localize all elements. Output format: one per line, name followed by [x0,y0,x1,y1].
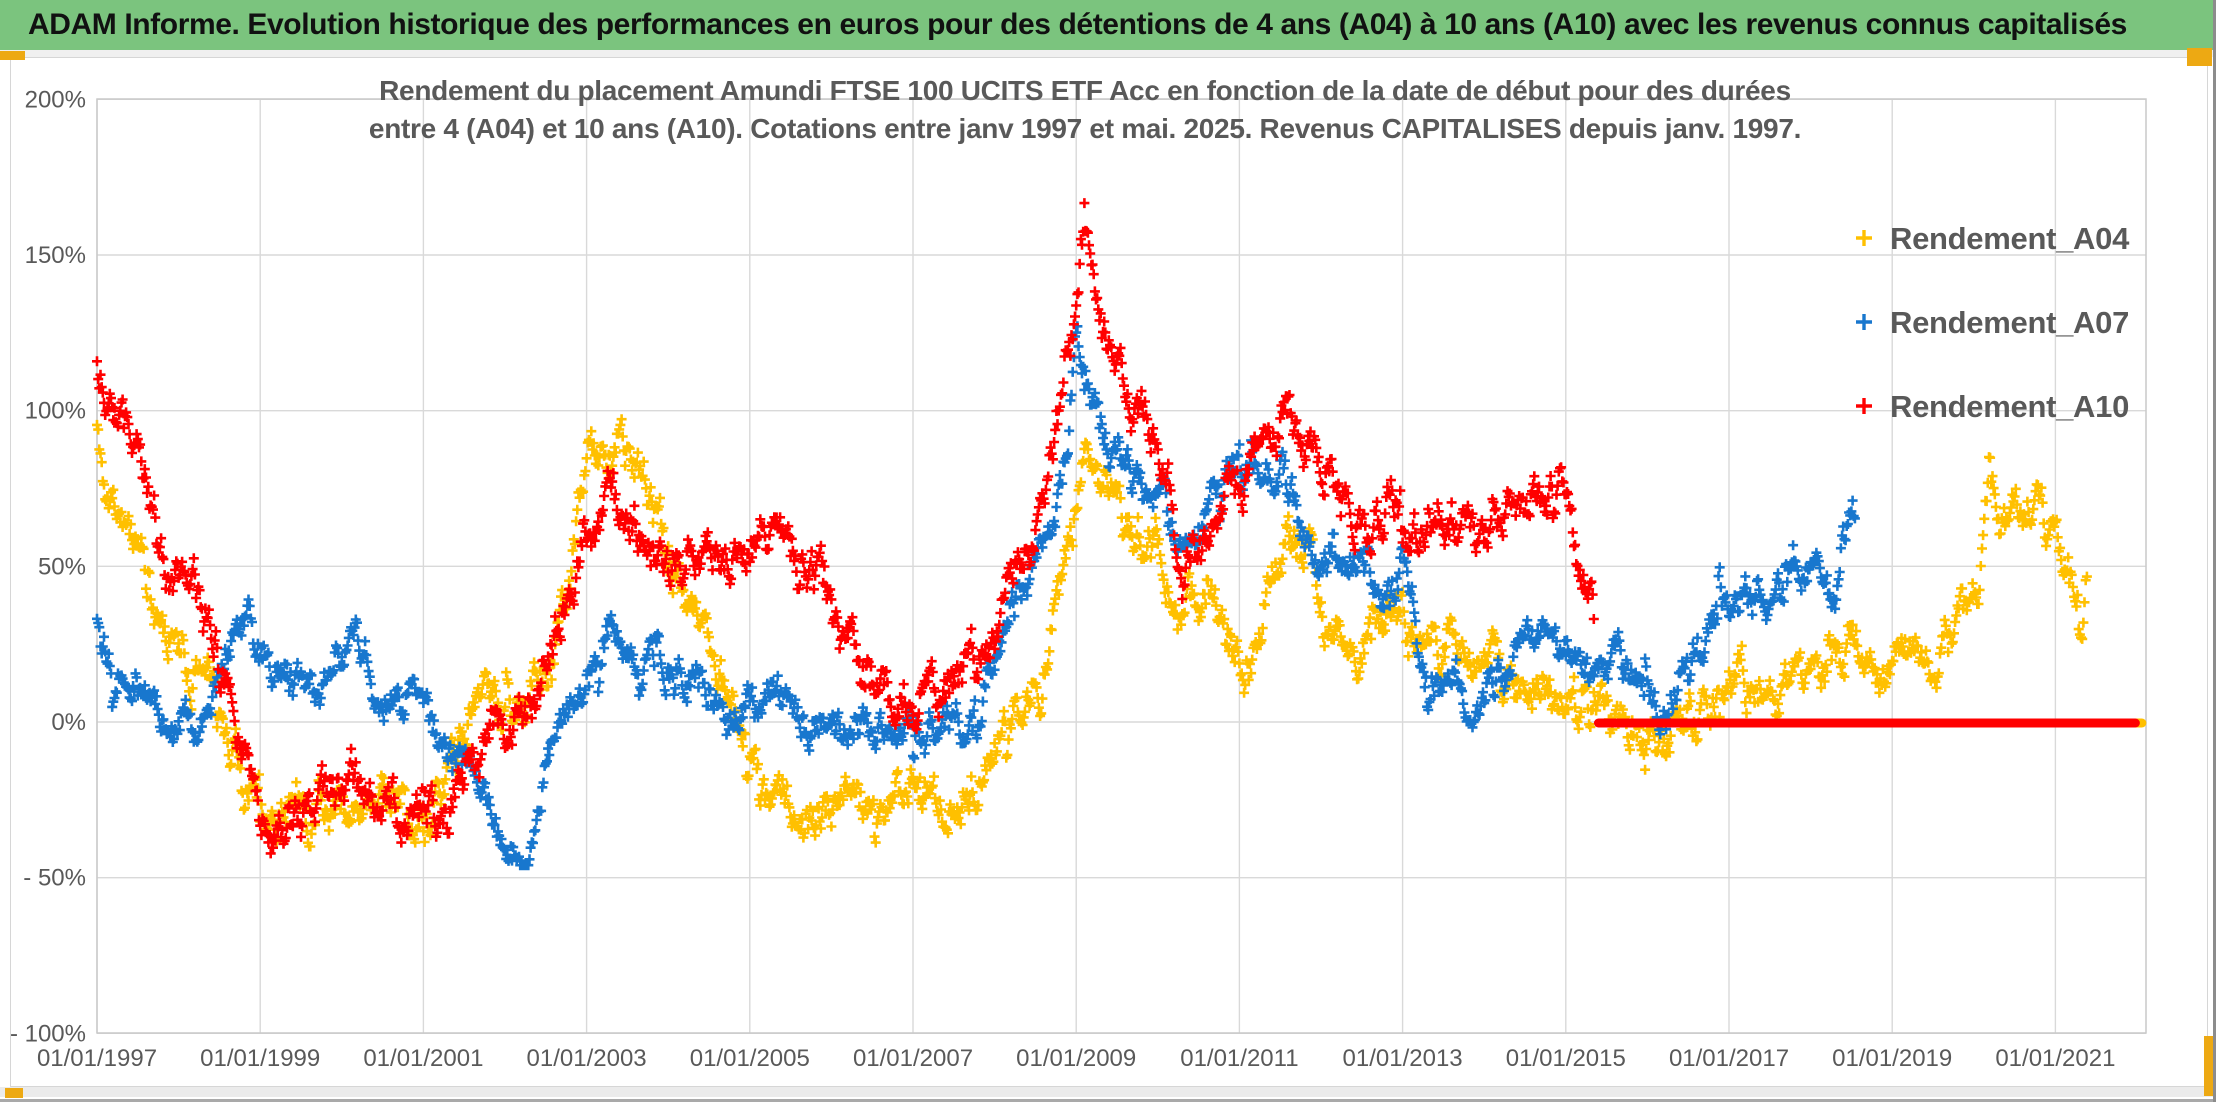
legend-item-rendement_a10[interactable]: Rendement_A10 [1856,389,2129,424]
y-axis-tick-label: 150% [25,242,86,269]
legend-marker-plus-icon [1856,230,1872,246]
bottom-strip [0,1087,2216,1097]
series-points-rendement_a07 [92,321,1860,871]
page-title-banner: ADAM Informe. Evolution historique des p… [0,0,2216,50]
bottom-edge-line [0,1099,2216,1102]
plot-area-border [96,98,2147,1034]
legend-label: Rendement_A07 [1890,305,2129,340]
chart-title-line1: Rendement du placement Amundi FTSE 100 U… [379,75,1791,106]
x-axis-tick-label: 01/01/2005 [690,1045,810,1072]
x-axis-tick-label: 01/01/2019 [1832,1045,1952,1072]
x-axis-tick-label: 01/01/2001 [363,1045,483,1072]
legend-marker-plus-icon [1856,398,1872,414]
y-axis-tick-label: - 100% [10,1020,86,1047]
x-axis-tick-label: 01/01/1997 [37,1045,157,1072]
axis-labels: 200% 150% 100% 50% 0% - 50% - 100%01/01/1997 01… [10,86,2116,1072]
x-axis-tick-label: 01/01/1999 [200,1045,320,1072]
scroll-handle-bottom-right[interactable] [2204,1036,2213,1096]
legend-label: Rendement_A04 [1890,221,2130,256]
series-points-rendement_a10 [92,198,1599,859]
x-axis-tick-label: 01/01/2011 [1180,1045,1298,1072]
legend-label: Rendement_A10 [1890,389,2129,424]
scroll-handle-bottom-left[interactable] [5,1088,23,1098]
x-axis-tick-label: 01/01/2015 [1506,1045,1626,1072]
x-axis-tick-label: 01/01/2003 [527,1045,647,1072]
x-axis-tick-label: 01/01/2007 [853,1045,973,1072]
legend-marker-plus-icon [1856,314,1872,330]
x-axis-tick-label: 01/01/2017 [1669,1045,1789,1072]
y-axis-tick-label: 200% [25,86,86,113]
legend-item-rendement_a04[interactable]: Rendement_A04 [1856,221,2130,256]
scroll-handle-top-right[interactable] [2187,48,2212,66]
x-axis-tick-label: 01/01/2013 [1343,1045,1463,1072]
x-axis-tick-label: 01/01/2009 [1016,1045,1136,1072]
chart-title: Rendement du placement Amundi FTSE 100 U… [369,75,1801,144]
legend: Rendement_A04 Rendement_A07 Rendement_A10 [1856,221,2130,424]
y-axis-tick-label: 100% [25,398,86,425]
x-axis-tick-label: 01/01/2021 [1995,1045,2115,1072]
y-axis-tick-label: 50% [38,553,86,580]
banner-divider [0,50,2216,57]
scroll-handle-top-left[interactable] [0,51,25,60]
chart-title-line2: entre 4 (A04) et 10 ans (A10). Cotations… [369,113,1801,144]
gridlines [96,98,2147,1035]
y-axis-tick-label: - 50% [23,865,86,892]
y-axis-tick-label: 0% [51,709,86,736]
page-title: ADAM Informe. Evolution historique des p… [28,8,2127,41]
right-edge-line [2213,0,2216,1102]
legend-item-rendement_a07[interactable]: Rendement_A07 [1856,305,2129,340]
